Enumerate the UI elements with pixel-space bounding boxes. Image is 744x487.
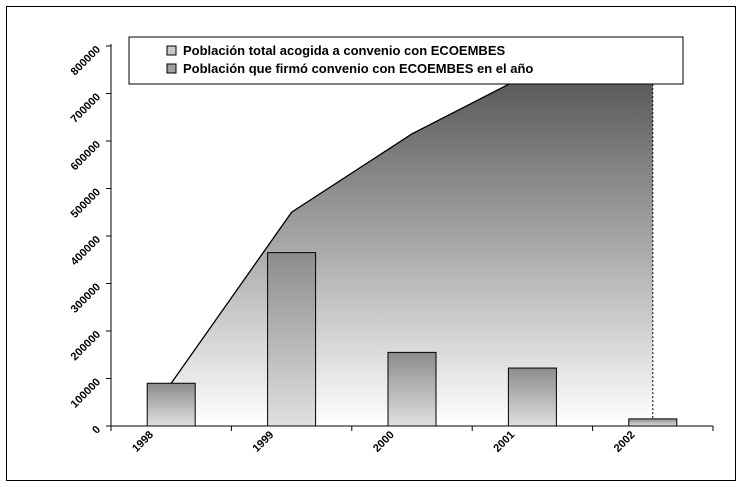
legend-swatch-total	[166, 45, 177, 56]
bar	[628, 418, 678, 427]
y-tick-label: 0	[90, 424, 103, 437]
legend-label-total: Población total acogida a convenio con E…	[183, 43, 505, 58]
y-tick-label: 200000	[69, 329, 103, 363]
legend: Población total acogida a convenio con E…	[128, 36, 684, 85]
x-tick-label: 1998	[130, 429, 156, 455]
x-tick-label: 1999	[251, 429, 277, 455]
x-tick-label: 2000	[371, 429, 397, 455]
y-tick-label: 600000	[69, 139, 103, 173]
x-tick-labels: 1998 1999 2000 2001 2002	[130, 429, 637, 455]
bar	[507, 367, 557, 427]
y-tick-label: 400000	[69, 234, 103, 268]
chart-frame: 0 100000 200000 300000 400000 500000 600000 700…	[6, 6, 736, 481]
chart: 0 100000 200000 300000 400000 500000 600000 700…	[69, 36, 714, 455]
bar	[387, 351, 437, 427]
y-tick-labels: 0 100000 200000 300000 400000 500000 600000 700…	[69, 44, 103, 437]
y-tick-label: 100000	[69, 376, 103, 410]
axes	[106, 44, 714, 431]
x-tick-label: 2001	[491, 429, 517, 455]
x-tick-label: 2002	[612, 429, 638, 455]
legend-swatch-year	[166, 63, 177, 74]
y-tick-label: 800000	[69, 44, 103, 78]
bar	[267, 252, 317, 427]
y-tick-label: 300000	[69, 281, 103, 315]
bar	[146, 382, 196, 427]
y-tick-label: 500000	[69, 186, 103, 220]
legend-box	[128, 36, 684, 85]
legend-label-year: Población que firmó convenio con ECOEMBE…	[183, 61, 533, 76]
y-tick-label: 700000	[69, 91, 103, 125]
